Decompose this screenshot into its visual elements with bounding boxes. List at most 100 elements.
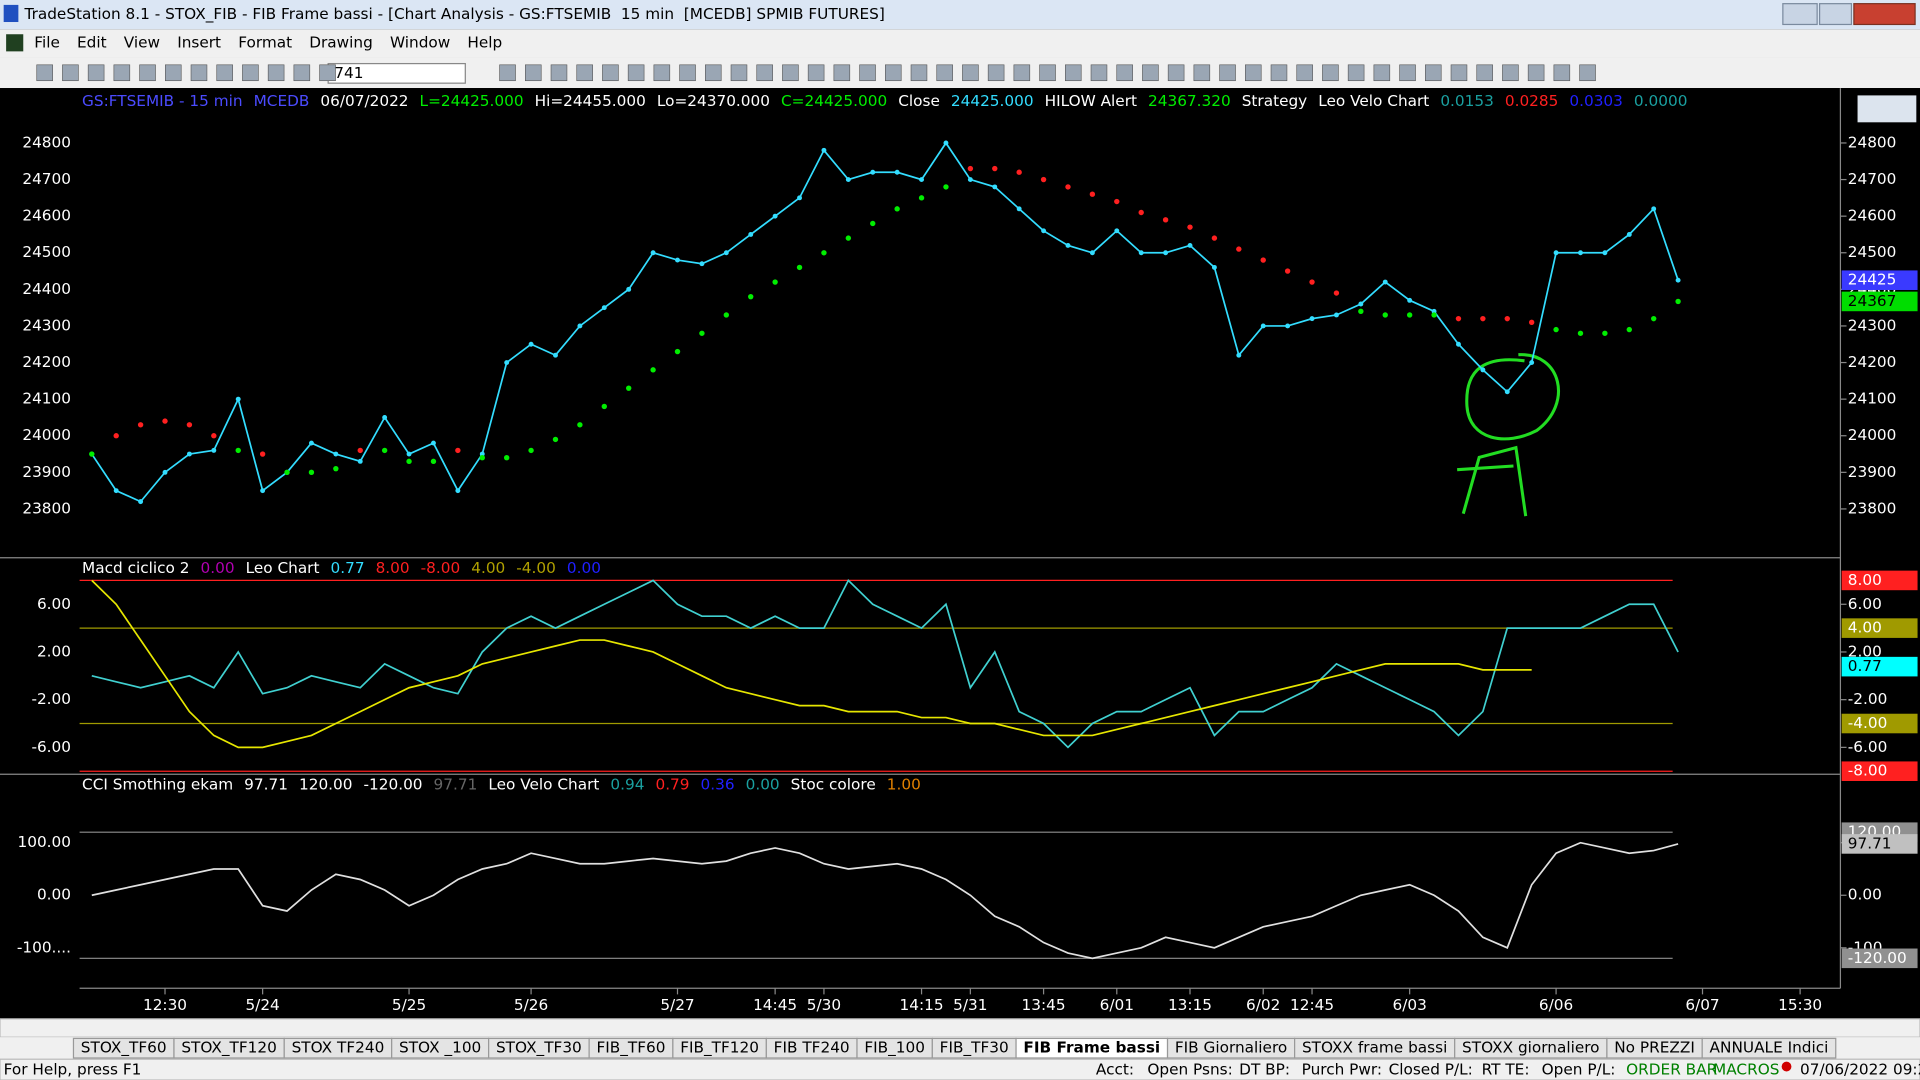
toolbar-icon[interactable] — [499, 64, 516, 82]
toolbar-icon[interactable] — [1476, 64, 1493, 82]
menu-item[interactable]: Window — [390, 33, 450, 51]
toolbar-icon[interactable] — [1065, 64, 1082, 82]
status-text: RT TE: — [1482, 1061, 1530, 1079]
tab-label[interactable]: STOX _100 — [399, 1039, 481, 1058]
price-dot — [1236, 352, 1242, 358]
tab-label[interactable]: No PREZZI — [1614, 1039, 1695, 1057]
toolbar-icon[interactable] — [1090, 64, 1108, 82]
toolbar-icon[interactable] — [730, 64, 748, 82]
toolbar-icon[interactable] — [1373, 64, 1391, 82]
toolbar-icon[interactable] — [1399, 64, 1416, 82]
inner-window-buttons[interactable] — [1857, 95, 1917, 123]
menu-item[interactable]: Edit — [77, 33, 107, 51]
toolbar-icon[interactable] — [1502, 64, 1519, 82]
indicator-dot — [381, 447, 388, 454]
toolbar-icon[interactable] — [1347, 64, 1365, 82]
minimize-button[interactable] — [1782, 3, 1818, 26]
menu-item[interactable]: Help — [467, 33, 502, 51]
tab-label[interactable]: STOX_TF120 — [181, 1039, 277, 1058]
tab-label[interactable]: FIB Giornaliero — [1175, 1039, 1287, 1057]
toolbar-icon[interactable] — [756, 64, 773, 82]
toolbar-icon[interactable] — [293, 64, 311, 82]
toolbar-icon[interactable] — [679, 64, 696, 82]
tab-label[interactable]: ANNUALE Indici — [1710, 1039, 1829, 1057]
maximize-button[interactable] — [1818, 3, 1853, 26]
level-label-box — [1841, 713, 1918, 734]
indicator-dot — [235, 447, 241, 454]
toolbar-icon[interactable] — [242, 64, 259, 82]
tab[interactable] — [1701, 1037, 1837, 1059]
toolbar-icon[interactable] — [987, 64, 1005, 82]
tab-label[interactable]: STOX TF240 — [292, 1039, 385, 1057]
toolbar-icon[interactable] — [936, 64, 953, 82]
price-dot — [1578, 250, 1583, 256]
toolbar-icon[interactable] — [910, 64, 928, 82]
tab-label[interactable]: STOX_TF60 — [81, 1039, 167, 1058]
toolbar-icon[interactable] — [576, 64, 593, 82]
toolbar-icon[interactable] — [1322, 64, 1339, 82]
menu-item[interactable]: Drawing — [309, 33, 373, 51]
indicator-dot — [796, 264, 803, 271]
toolbar-icon[interactable] — [885, 64, 902, 82]
toolbar-icon[interactable] — [962, 64, 979, 82]
toolbar-icon[interactable] — [1245, 64, 1262, 82]
tab-label[interactable]: STOXX frame bassi — [1302, 1039, 1447, 1057]
tab-label[interactable]: FIB_TF60 — [596, 1039, 665, 1058]
toolbar-icon[interactable] — [62, 64, 79, 82]
toolbar-icon[interactable] — [807, 64, 825, 82]
toolbar-icon[interactable] — [1553, 64, 1571, 82]
toolbar-icon[interactable] — [627, 64, 645, 82]
tab-label[interactable]: FIB_TF120 — [680, 1039, 759, 1058]
toolbar-icon[interactable] — [705, 64, 722, 82]
menu-item[interactable]: View — [124, 33, 160, 51]
toolbar-icon[interactable] — [1219, 64, 1236, 82]
toolbar-icon[interactable] — [1527, 64, 1545, 82]
toolbar-icon[interactable] — [1167, 64, 1185, 82]
tab-label[interactable]: FIB_TF30 — [940, 1039, 1009, 1058]
menu-item[interactable]: File — [34, 33, 60, 51]
toolbar-icon[interactable] — [1116, 64, 1133, 82]
toolbar-icon[interactable] — [1193, 64, 1211, 82]
close-button[interactable] — [1853, 3, 1916, 26]
toolbar-icon[interactable] — [1013, 64, 1031, 82]
toolbar-icon[interactable] — [165, 64, 182, 82]
indicator-dot — [699, 330, 705, 336]
toolbar-icon[interactable] — [782, 64, 799, 82]
toolbar-icon[interactable] — [1450, 64, 1468, 82]
toolbar-icon[interactable] — [653, 64, 671, 82]
scrollbar[interactable] — [0, 1018, 1920, 1038]
tab-label[interactable]: FIB TF240 — [774, 1039, 850, 1057]
toolbar-icon[interactable] — [1296, 64, 1313, 82]
tab-label[interactable]: FIB_100 — [864, 1039, 925, 1058]
menu-item[interactable]: Insert — [177, 33, 221, 51]
tab-label[interactable]: STOXX giornaliero — [1462, 1039, 1600, 1057]
toolbar-icon[interactable] — [139, 64, 156, 82]
panel-header-text: Strategy — [1242, 92, 1308, 110]
toolbar-icon[interactable] — [87, 64, 105, 82]
toolbar-icon[interactable] — [319, 64, 336, 82]
tab-label[interactable]: FIB Frame bassi — [1023, 1039, 1160, 1057]
toolbar-icon[interactable] — [859, 64, 876, 82]
toolbar-icon[interactable] — [525, 64, 542, 82]
x-tick-label: 6/01 — [1100, 996, 1134, 1014]
toolbar-icon[interactable] — [36, 64, 53, 82]
toolbar-icon[interactable] — [267, 64, 285, 82]
tab-label[interactable]: STOX_TF30 — [496, 1039, 582, 1058]
indicator-dot — [1309, 279, 1315, 285]
indicator-dot — [1480, 315, 1486, 322]
indicator-dot — [479, 455, 485, 461]
price-dot — [528, 341, 534, 347]
menu-item[interactable]: Format — [238, 33, 292, 51]
toolbar-icon[interactable] — [1039, 64, 1056, 82]
toolbar-icon[interactable] — [1579, 64, 1596, 82]
toolbar-icon[interactable] — [190, 64, 208, 82]
toolbar-icon[interactable] — [113, 64, 131, 82]
toolbar-icon[interactable] — [1142, 64, 1159, 82]
toolbar-icon[interactable] — [216, 64, 233, 82]
toolbar-icon[interactable] — [1425, 64, 1442, 82]
toolbar-icon[interactable] — [1270, 64, 1288, 82]
toolbar-icon[interactable] — [833, 64, 851, 82]
toolbar-icon[interactable] — [550, 64, 568, 82]
toolbar-icon[interactable] — [602, 64, 619, 82]
panel-header-text: 0.0153 — [1440, 92, 1494, 110]
